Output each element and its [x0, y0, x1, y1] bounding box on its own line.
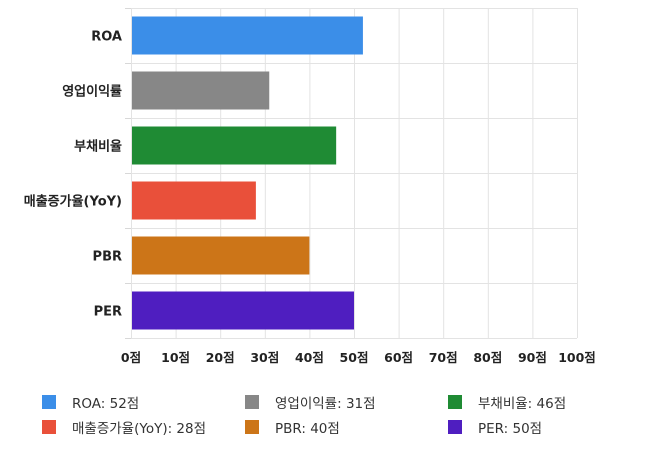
bar-per — [132, 291, 354, 330]
legend: ROA: 52점 영업이익률: 31점 부채비율: 46점 매출증가율(YoY)… — [0, 388, 650, 448]
x-tick-label-10: 10점 — [161, 350, 190, 365]
legend-item-per: PER: 50점 — [448, 417, 542, 437]
legend-item-debt-ratio: 부채비율: 46점 — [448, 392, 566, 412]
x-tick-label-100: 100점 — [558, 350, 596, 365]
legend-item-sales-growth: 매출증가율(YoY): 28점 — [42, 417, 206, 437]
legend-swatch-per — [448, 420, 462, 434]
category-label-operating-margin: 영업이익률 — [62, 84, 122, 100]
bar-sales-growth — [132, 181, 256, 220]
legend-label-operating-margin: 영업이익률: 31점 — [275, 396, 376, 412]
bar-pbr — [132, 236, 310, 275]
x-tick-label-90: 90점 — [518, 350, 547, 365]
x-tick-label-20: 20점 — [206, 350, 235, 365]
legend-item-pbr: PBR: 40점 — [245, 417, 340, 437]
x-tick-label-40: 40점 — [295, 350, 324, 365]
legend-label-debt-ratio: 부채비율: 46점 — [478, 396, 567, 412]
x-tick-label-30: 30점 — [250, 350, 279, 365]
legend-item-operating-margin: 영업이익률: 31점 — [245, 392, 376, 412]
legend-swatch-sales-growth — [42, 420, 56, 434]
legend-swatch-operating-margin — [245, 395, 259, 409]
legend-label-per: PER: 50점 — [478, 421, 543, 437]
legend-label-roa: ROA: 52점 — [72, 396, 140, 412]
legend-swatch-debt-ratio — [448, 395, 462, 409]
category-label-pbr: PBR — [93, 250, 122, 265]
category-label-roa: ROA — [91, 30, 122, 45]
bar-debt-ratio — [132, 126, 337, 165]
category-label-per: PER — [94, 305, 122, 320]
bar-roa — [132, 16, 363, 55]
legend-swatch-pbr — [245, 420, 259, 434]
category-label-debt-ratio: 부채비율 — [74, 139, 122, 155]
x-tick-label-70: 70점 — [429, 350, 458, 365]
x-tick-label-50: 50점 — [340, 350, 369, 365]
category-label-sales-growth: 매출증가율(YoY) — [24, 194, 122, 210]
x-tick-label-80: 80점 — [473, 350, 502, 365]
x-tick-label-60: 60점 — [384, 350, 413, 365]
legend-swatch-roa — [42, 395, 56, 409]
bar-operating-margin — [132, 71, 270, 110]
legend-label-sales-growth: 매출증가율(YoY): 28점 — [72, 421, 207, 437]
legend-item-roa: ROA: 52점 — [42, 392, 139, 412]
legend-label-pbr: PBR: 40점 — [275, 421, 340, 437]
x-tick-label-0: 0점 — [121, 350, 141, 365]
